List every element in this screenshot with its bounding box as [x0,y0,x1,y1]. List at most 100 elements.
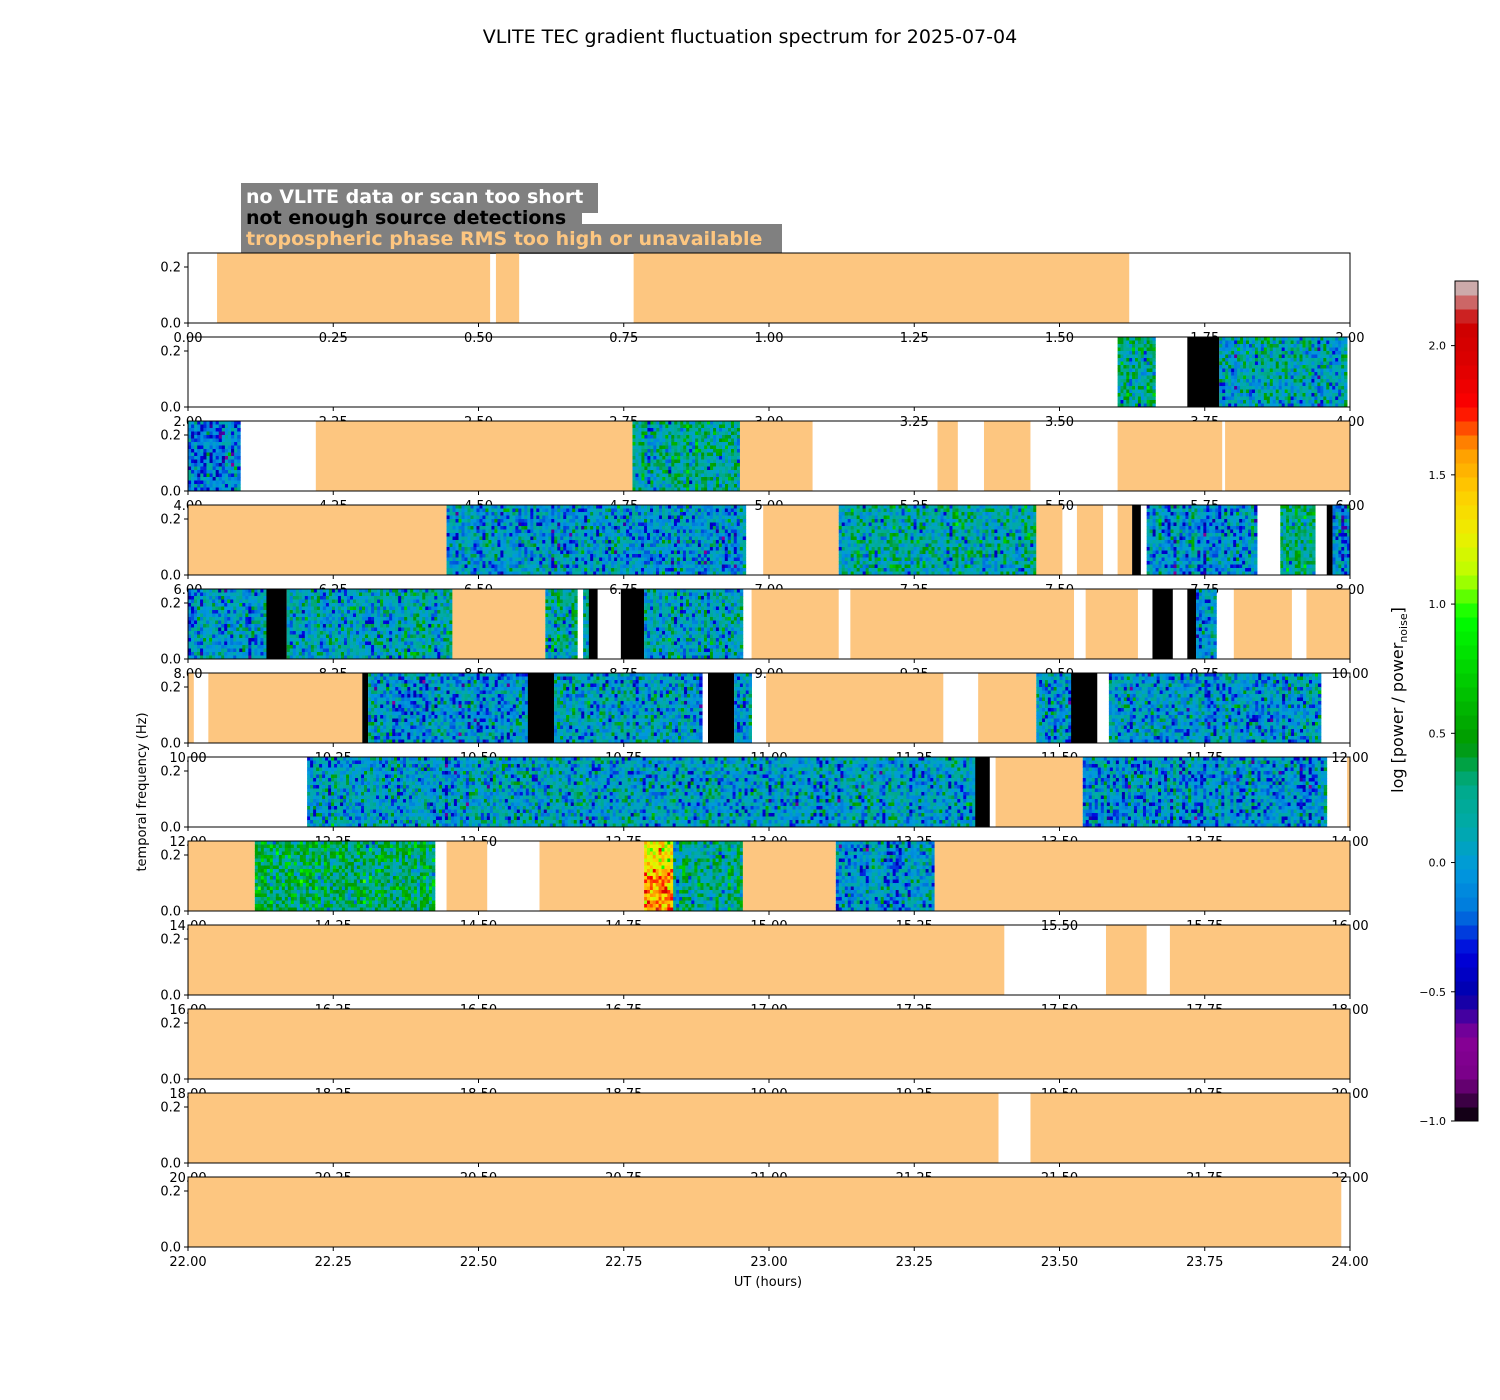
x-tick-label: 3.50 [1045,415,1074,430]
tropo-flag-segment [1225,421,1350,491]
panel-1: 0.00.20.000.250.500.751.001.251.501.752.… [160,253,1364,346]
spectrum-segment [583,589,589,659]
y-tick-label: 0.2 [160,681,181,696]
tropo-flag-segment [316,421,633,491]
spectrum-chart: VLITE TEC gradient fluctuation spectrum … [0,0,1500,1400]
spectrum-segment [287,589,453,659]
few-detections-segment [708,673,734,743]
tropo-flag-segment [447,841,488,911]
tropo-flag-segment [752,589,839,659]
y-tick-label: 0.2 [160,345,181,360]
few-detections-segment [975,757,990,827]
x-tick-label: 24.00 [1331,1255,1368,1270]
few-detections-segment [528,673,554,743]
few-detections-segment [1187,337,1219,407]
few-detections-segment [1327,505,1333,575]
tropo-flag-segment [1077,505,1103,575]
spectrum-segment [673,841,743,911]
y-tick-label: 0.2 [160,765,181,780]
tropo-flag-segment [1030,1093,1350,1163]
y-tick-label: 0.2 [160,849,181,864]
y-tick-label: 0.0 [160,737,181,752]
few-detections-segment [621,589,644,659]
y-tick-label: 0.0 [160,401,181,416]
panel-5: 0.00.28.008.258.508.759.009.259.509.7510… [160,589,1368,682]
tropo-flag-segment [937,421,957,491]
y-tick-label: 0.0 [160,905,181,920]
spectrum-segment [1083,757,1327,827]
spectrum-segment [307,757,976,827]
spectrum-segment [1219,337,1347,407]
few-detections-segment [1132,505,1141,575]
colorbar-tick-label: 1.0 [1429,598,1447,611]
few-detections-segment [1071,673,1097,743]
tropo-flag-segment [1118,421,1223,491]
tropo-flag-segment [766,673,943,743]
tropo-flag-segment [996,757,1083,827]
colorbar-tick-label: 0.5 [1429,727,1447,740]
tropo-flag-segment [1170,925,1350,995]
spectrum-segment [554,673,703,743]
y-tick-label: 0.0 [160,317,181,332]
y-tick-label: 0.2 [160,933,181,948]
y-tick-label: 0.2 [160,513,181,528]
few-detections-segment [1187,589,1196,659]
colorbar-tick-label: −1.0 [1419,1115,1446,1128]
y-tick-label: 0.2 [160,597,181,612]
x-tick-label: 3.25 [900,415,929,430]
spectrum-segment [188,421,241,491]
legend: no VLITE data or scan too short not enou… [241,183,782,254]
y-tick-label: 0.0 [160,1241,181,1256]
x-tick-label: 23.50 [1041,1255,1078,1270]
tropo-flag-segment [935,841,1350,911]
tropo-flag-segment [740,421,813,491]
x-tick-label: 23.25 [896,1255,933,1270]
y-tick-label: 0.0 [160,653,181,668]
x-tick-label: 23.75 [1186,1255,1223,1270]
colorbar-tick-label: 2.0 [1429,340,1447,353]
panel-9: 0.00.216.0016.2516.5016.7517.0017.2517.5… [160,925,1368,1018]
tropo-flag-segment [763,505,839,575]
x-tick-label: 22.50 [460,1255,497,1270]
tropo-flag-segment [188,505,447,575]
spectrum-segment [734,673,752,743]
y-axis-label: temporal frequency (Hz) [135,712,150,871]
few-detections-segment [1152,589,1172,659]
tropo-flag-segment [188,1093,998,1163]
panel-12: 0.00.222.00 22.25 22.50 22.75 23.00 23.25 23.5… [160,1177,1368,1270]
colorbar-tick-label: 1.5 [1429,469,1447,482]
colorbar-tick-label: 0.0 [1429,857,1447,870]
panel-4: 0.00.26.006.256.506.757.007.257.507.758.… [160,505,1364,598]
few-detections-segment [362,673,368,743]
y-tick-label: 0.2 [160,1101,181,1116]
spectrum-segment [1109,673,1321,743]
y-tick-label: 0.0 [160,569,181,584]
y-tick-label: 0.0 [160,1073,181,1088]
x-tick-label: 1.25 [900,331,929,346]
y-tick-label: 0.2 [160,1017,181,1032]
spectrum-segment [644,841,673,911]
tropo-flag-segment [188,673,194,743]
tropo-flag-segment [1234,589,1292,659]
x-axis-label: UT (hours) [734,1275,802,1290]
legend-few-detections: not enough source detections [246,207,566,229]
spectrum-segment [1147,505,1258,575]
spectrum-segment [839,505,1037,575]
tropo-flag-segment [496,253,519,323]
spectrum-segment [368,673,528,743]
x-tick-label: 0.75 [609,331,638,346]
x-tick-label: 22.25 [315,1255,352,1270]
tropo-flag-segment [1106,925,1147,995]
spectrum-segment [447,505,747,575]
tropo-flag-segment [850,589,1074,659]
y-tick-label: 0.0 [160,989,181,1004]
spectrum-segment [836,841,935,911]
spectrum-segment [188,589,267,659]
tropo-flag-segment [1118,505,1133,575]
y-tick-label: 0.0 [160,821,181,836]
spectrum-segment [545,589,577,659]
spectrum-segment [1280,505,1315,575]
spectrum-segment [644,589,743,659]
x-tick-label: 15.50 [1041,919,1078,934]
